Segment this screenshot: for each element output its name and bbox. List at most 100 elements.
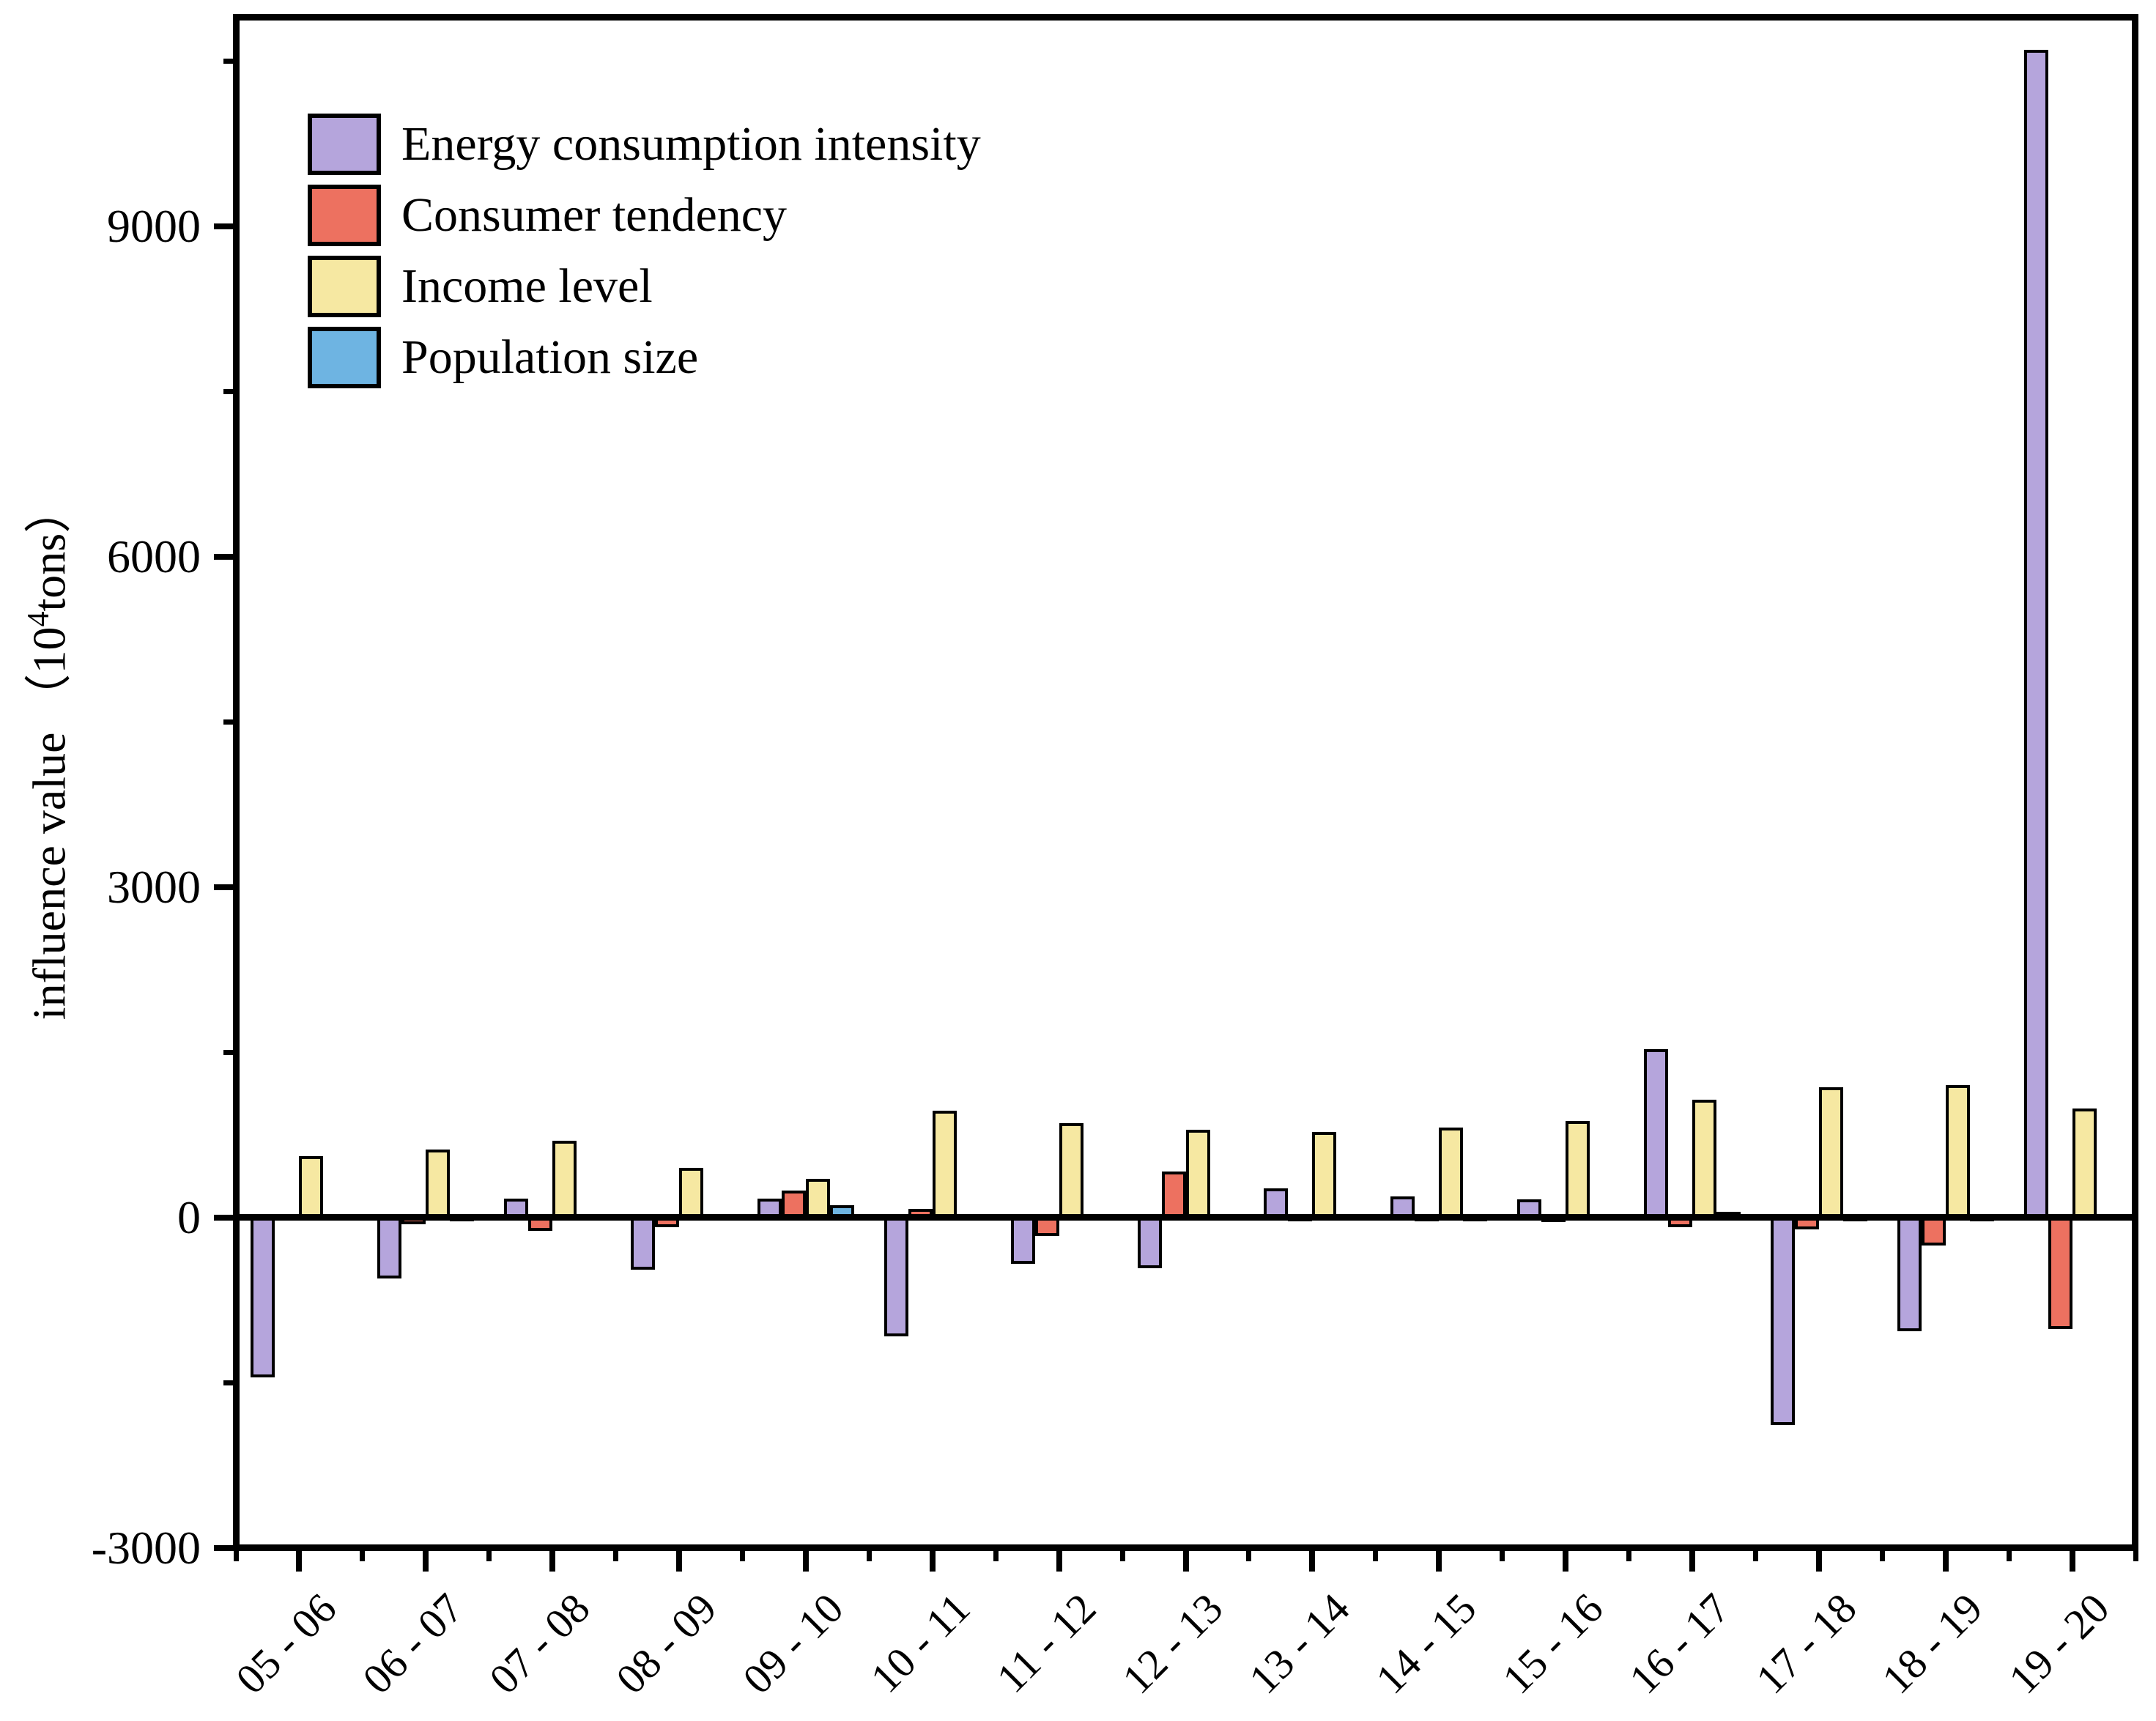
legend-swatch-icon: [308, 185, 381, 246]
bar-energy-consumption-intensity-16-17: [1643, 1048, 1668, 1221]
x-major-tick: [423, 1548, 429, 1572]
x-tick-label: 07 - 08: [480, 1584, 599, 1703]
y-major-tick: [214, 1214, 236, 1221]
x-major-tick: [2069, 1548, 2075, 1572]
legend-swatch-icon: [308, 114, 381, 175]
bar-energy-consumption-intensity-17-18: [1770, 1214, 1795, 1425]
x-tick-label: 19 - 20: [1999, 1584, 2119, 1703]
x-major-tick: [676, 1548, 683, 1572]
y-minor-tick: [223, 1049, 236, 1055]
x-tick-label: 06 - 07: [353, 1584, 473, 1703]
x-minor-tick: [866, 1548, 872, 1561]
x-major-tick: [1689, 1548, 1695, 1572]
y-major-tick: [214, 223, 236, 229]
x-major-tick: [549, 1548, 556, 1572]
x-major-tick: [296, 1548, 303, 1572]
y-tick-label: 0: [177, 1191, 201, 1243]
y-tick-label: 9000: [107, 199, 201, 252]
bar-energy-consumption-intensity-12-13: [1137, 1214, 1162, 1269]
legend-swatch-icon: [308, 327, 381, 388]
x-major-tick: [1182, 1548, 1189, 1572]
x-tick-label: 17 - 18: [1746, 1584, 1865, 1703]
x-tick-label: 18 - 19: [1872, 1584, 1992, 1703]
x-minor-tick: [233, 1548, 239, 1561]
bar-income-level-05-06: [299, 1155, 324, 1221]
x-tick-label: 09 - 10: [733, 1584, 853, 1703]
x-minor-tick: [360, 1548, 366, 1561]
y-major-tick: [214, 1545, 236, 1551]
legend-item: Consumer tendency: [308, 182, 981, 248]
x-tick-label: 14 - 15: [1366, 1584, 1486, 1703]
legend-label: Income level: [401, 259, 653, 313]
x-minor-tick: [1373, 1548, 1379, 1561]
bar-energy-consumption-intensity-19-20: [2023, 50, 2048, 1221]
x-major-tick: [1056, 1548, 1062, 1572]
y-tick-label: -3000: [91, 1522, 201, 1574]
x-tick-label: 16 - 17: [1619, 1584, 1739, 1703]
x-minor-tick: [1879, 1548, 1885, 1561]
x-tick-label: 12 - 13: [1113, 1584, 1232, 1703]
x-minor-tick: [2006, 1548, 2012, 1561]
legend-label: Consumer tendency: [401, 188, 788, 242]
x-major-tick: [1436, 1548, 1442, 1572]
legend-label: Energy consumption intensity: [401, 117, 981, 171]
legend-label: Population size: [401, 330, 699, 384]
legend-item: Energy consumption intensity: [308, 111, 981, 177]
bar-income-level-16-17: [1692, 1100, 1716, 1221]
y-tick-label: 3000: [107, 860, 201, 913]
legend-item: Income level: [308, 253, 981, 319]
y-axis-title: influence value （104tons）: [12, 314, 75, 1193]
y-axis-title-suffix: tons）: [23, 486, 75, 612]
legend-item: Population size: [308, 325, 981, 391]
x-major-tick: [1942, 1548, 1949, 1572]
y-axis-title-exponent: 4: [22, 611, 56, 627]
x-minor-tick: [1752, 1548, 1758, 1561]
x-minor-tick: [1246, 1548, 1252, 1561]
bar-consumer-tendency-19-20: [2048, 1214, 2072, 1329]
x-tick-label: 11 - 12: [988, 1584, 1105, 1702]
bar-income-level-13-14: [1312, 1131, 1337, 1221]
legend: Energy consumption intensity Consumer ten…: [308, 111, 981, 396]
x-minor-tick: [739, 1548, 745, 1561]
x-major-tick: [1309, 1548, 1316, 1572]
bar-energy-consumption-intensity-05-06: [251, 1214, 275, 1377]
y-minor-tick: [223, 1380, 236, 1385]
x-minor-tick: [993, 1548, 999, 1561]
bar-income-level-12-13: [1185, 1129, 1210, 1221]
plot-area: [236, 17, 2135, 1548]
x-minor-tick: [1119, 1548, 1125, 1561]
x-major-tick: [929, 1548, 936, 1572]
y-tick-label: 6000: [107, 530, 201, 582]
bar-income-level-14-15: [1439, 1127, 1464, 1221]
legend-swatch-icon: [308, 256, 381, 317]
x-minor-tick: [1626, 1548, 1632, 1561]
x-major-tick: [1563, 1548, 1569, 1572]
y-minor-tick: [223, 719, 236, 725]
bar-income-level-06-07: [426, 1149, 451, 1221]
x-tick-label: 08 - 09: [607, 1584, 726, 1703]
y-axis-title-prefix: influence value （10: [23, 626, 75, 1021]
x-minor-tick: [486, 1548, 492, 1561]
y-major-tick: [214, 553, 236, 560]
zero-axis-line: [236, 1214, 2135, 1221]
x-tick-label: 10 - 11: [861, 1584, 979, 1702]
bar-energy-consumption-intensity-08-09: [631, 1214, 656, 1270]
plot-frame: [233, 14, 2138, 1551]
x-major-tick: [802, 1548, 809, 1572]
y-minor-tick: [223, 388, 236, 394]
x-minor-tick: [2133, 1548, 2138, 1561]
x-tick-label: 05 - 06: [226, 1584, 346, 1703]
x-tick-label: 13 - 14: [1240, 1584, 1359, 1703]
x-minor-tick: [1500, 1548, 1505, 1561]
y-major-tick: [214, 884, 236, 890]
x-major-tick: [1815, 1548, 1822, 1572]
bar-energy-consumption-intensity-10-11: [883, 1214, 908, 1337]
x-minor-tick: [613, 1548, 619, 1561]
bar-energy-consumption-intensity-18-19: [1897, 1214, 1922, 1331]
y-minor-tick: [223, 58, 236, 64]
bar-income-level-08-09: [679, 1167, 704, 1221]
x-tick-label: 15 - 16: [1493, 1584, 1612, 1703]
bar-energy-consumption-intensity-06-07: [377, 1214, 402, 1278]
